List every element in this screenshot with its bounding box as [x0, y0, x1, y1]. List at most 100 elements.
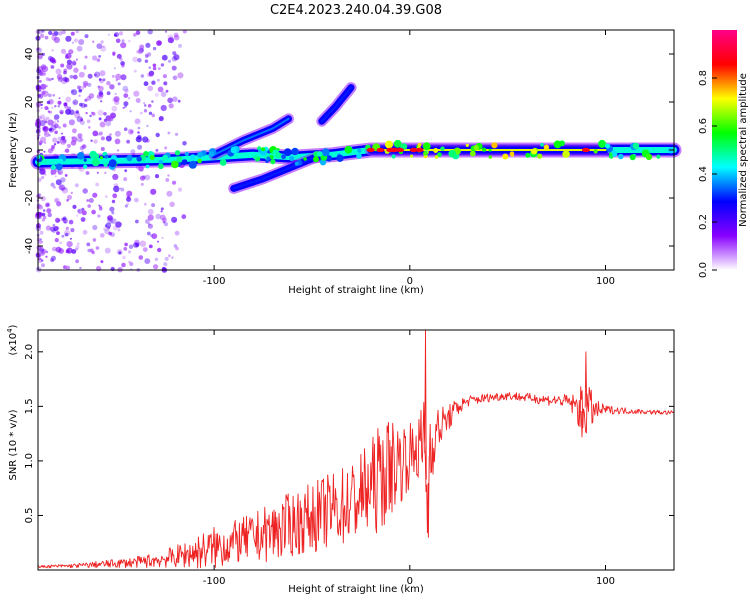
speckle	[113, 96, 120, 103]
band-blotch	[275, 152, 282, 159]
speckle	[44, 120, 48, 124]
speckle	[157, 240, 159, 243]
speckle	[40, 114, 46, 120]
speckle	[50, 124, 57, 131]
speckle	[171, 216, 178, 223]
speckle	[162, 74, 167, 79]
speckle	[75, 247, 78, 251]
speckle	[120, 187, 125, 192]
speckle	[123, 177, 128, 182]
speckle	[109, 133, 112, 136]
speckle	[38, 79, 42, 83]
speckle	[112, 193, 118, 199]
speckle	[59, 184, 65, 191]
band-blotch	[537, 153, 543, 159]
speckle	[49, 226, 56, 232]
speckle	[94, 73, 97, 77]
speckle	[151, 233, 158, 240]
colorbar-gradient	[712, 30, 737, 270]
speckle	[102, 78, 106, 82]
speckle	[144, 59, 149, 63]
speckle	[56, 201, 62, 207]
speckle	[46, 208, 52, 214]
speckle	[91, 112, 96, 116]
hotspot	[376, 147, 385, 153]
band-blotch	[422, 142, 431, 151]
speckle	[51, 145, 55, 149]
band-blotch	[197, 151, 204, 158]
speckle	[79, 120, 85, 126]
band-blotch	[55, 163, 63, 171]
band-blotch	[356, 153, 362, 159]
band-blotch	[162, 154, 169, 161]
speckle	[98, 91, 104, 96]
speckle	[56, 74, 63, 80]
spectrogram-xtick-label: 100	[596, 276, 615, 287]
band-blotch	[465, 143, 469, 147]
speckle	[141, 175, 145, 179]
spectrogram-ytick-label: -20	[24, 190, 35, 206]
colorbar-tick-label: 0.4	[698, 166, 709, 182]
speckle	[54, 130, 58, 135]
speckle	[48, 78, 52, 82]
speckle	[62, 216, 67, 221]
speckle	[40, 33, 45, 39]
speckle	[142, 136, 149, 143]
speckle	[40, 107, 43, 109]
speckle	[42, 215, 47, 220]
speckle	[47, 148, 54, 154]
speckle	[120, 42, 127, 49]
speckle	[58, 126, 62, 129]
speckle	[107, 215, 113, 221]
speckle	[51, 246, 57, 252]
speckle	[145, 42, 151, 48]
spectrogram-ylabel: Frequency (Hz)	[8, 112, 19, 188]
speckle	[57, 136, 62, 141]
speckle	[111, 211, 115, 215]
speckle	[174, 230, 180, 236]
speckle	[125, 194, 128, 197]
speckle	[124, 242, 128, 247]
speckle	[57, 100, 62, 105]
speckle	[161, 54, 168, 61]
speckle	[178, 43, 182, 48]
band-blotch	[488, 148, 492, 152]
speckle	[79, 137, 84, 142]
speckle	[85, 82, 89, 86]
speckle	[100, 233, 105, 238]
speckle	[61, 187, 69, 194]
band-blotch	[83, 164, 88, 169]
band-blotch	[316, 151, 323, 157]
speckle	[137, 144, 143, 150]
speckle	[36, 47, 42, 54]
speckle	[106, 81, 111, 86]
speckle	[70, 31, 75, 36]
speckle	[97, 85, 100, 88]
speckle	[72, 204, 77, 209]
speckle	[116, 149, 120, 152]
speckle	[72, 61, 77, 66]
speckle	[77, 137, 83, 143]
speckle	[148, 244, 153, 249]
speckle	[144, 202, 147, 206]
colorbar-tick-label: 0.0	[698, 262, 709, 278]
snr-ytick-label: 0.5	[24, 508, 35, 524]
speckle	[151, 80, 156, 85]
band-blotch	[344, 145, 353, 154]
speckle	[107, 115, 114, 122]
speckle	[48, 30, 53, 35]
speckle	[124, 169, 128, 173]
hotspot	[390, 147, 399, 153]
speckle	[66, 199, 69, 202]
speckle	[157, 67, 161, 70]
band-blotch	[605, 143, 610, 149]
speckle	[98, 78, 102, 81]
speckle	[143, 102, 146, 105]
speckle	[82, 144, 85, 148]
speckle	[104, 224, 108, 228]
speckle	[106, 91, 111, 96]
speckle	[100, 40, 104, 44]
band-blotch	[409, 154, 414, 158]
band-blotch	[136, 156, 142, 162]
band-blotch	[303, 157, 307, 161]
